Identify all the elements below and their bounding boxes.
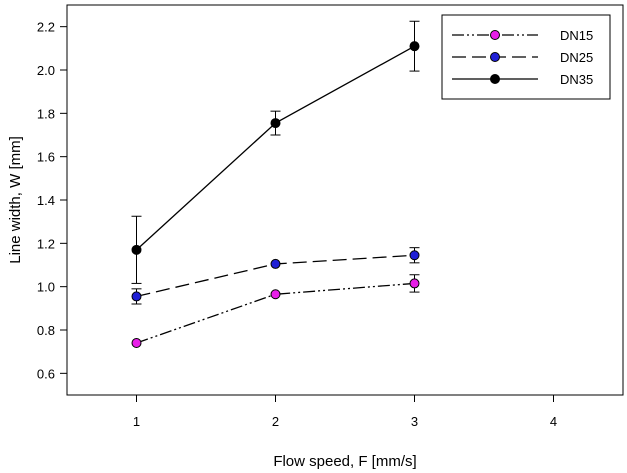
x-tick-label: 2 — [272, 414, 279, 429]
y-tick-label: 2.0 — [37, 63, 55, 78]
series-layer — [131, 20, 420, 348]
legend-label-dn35: DN35 — [560, 72, 593, 87]
legend-marker-dn15 — [490, 30, 500, 40]
data-point-dn25 — [409, 250, 420, 261]
data-point-dn25 — [131, 291, 142, 302]
series-line-dn15 — [136, 282, 415, 344]
axes: 1 2 3 4 0.6 0.8 1.0 1.2 1.4 1.6 1.8 2.0 2.2 — [37, 20, 557, 429]
legend-label-dn15: DN15 — [560, 28, 593, 43]
y-tick-label: 1.4 — [37, 193, 55, 208]
legend-label-dn25: DN25 — [560, 50, 593, 65]
legend-marker-dn25 — [490, 52, 500, 62]
y-tick-label: 0.8 — [37, 323, 55, 338]
data-point-dn35 — [131, 244, 142, 255]
x-tick-label: 4 — [550, 414, 557, 429]
data-point-dn15 — [131, 338, 142, 348]
data-point-dn25 — [270, 258, 281, 269]
data-point-dn35 — [409, 41, 420, 52]
y-tick-label: 1.2 — [37, 236, 55, 251]
legend-marker-dn35 — [490, 74, 500, 84]
y-tick-label: 1.0 — [37, 280, 55, 295]
y-tick-label: 1.8 — [37, 106, 55, 121]
y-axis-label: Line width, W [mm] — [7, 136, 24, 264]
series-line-dn35 — [136, 45, 415, 251]
data-point-dn15 — [409, 278, 420, 289]
y-tick-label: 1.6 — [37, 150, 55, 165]
y-tick-label: 0.6 — [37, 366, 55, 381]
x-tick-label: 3 — [411, 414, 418, 429]
x-tick-label: 1 — [133, 414, 140, 429]
data-point-dn15 — [270, 289, 281, 300]
legend: DN15 DN25 DN35 — [441, 14, 611, 100]
x-axis-label: Flow speed, F [mm/s] — [273, 453, 416, 470]
y-tick-label: 2.2 — [37, 20, 55, 35]
data-point-dn35 — [270, 118, 281, 129]
